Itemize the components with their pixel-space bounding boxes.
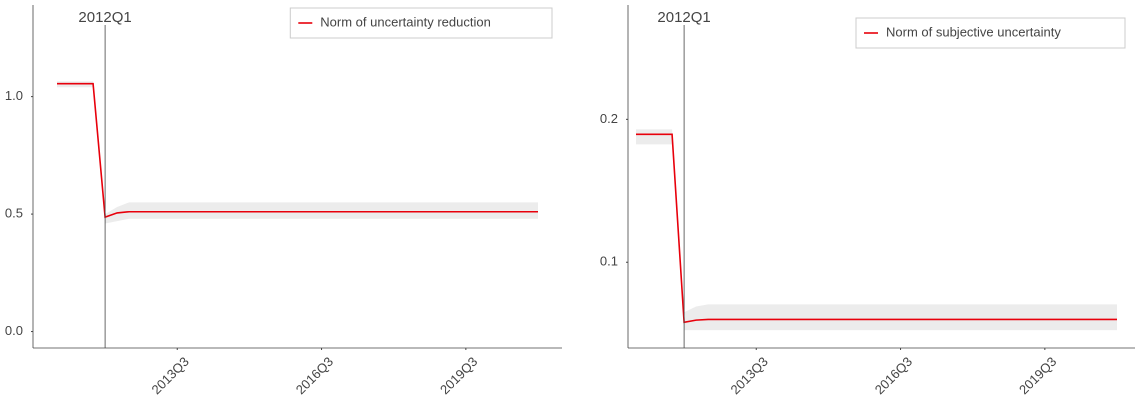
series-line <box>636 133 1117 324</box>
y-tick-label: 0.5 <box>5 206 23 221</box>
x-tick-label: 2016Q3 <box>872 354 915 397</box>
legend-box <box>855 17 1126 49</box>
y-tick-label: 1.0 <box>5 88 23 103</box>
chart-panel: 0.1 0.2 2013Q3 2016Q3 2019Q3 2012Q1 Norm of su… <box>600 5 1135 397</box>
legend-box <box>289 7 553 39</box>
y-tick-label: 0.0 <box>5 323 23 338</box>
legend: Norm of uncertainty reduction <box>289 7 553 39</box>
y-tick-label: 0.1 <box>600 254 618 269</box>
x-tick-label: 2016Q3 <box>293 354 336 397</box>
x-tick-label: 2013Q3 <box>727 354 770 397</box>
series-line <box>57 82 538 219</box>
legend-label: Norm of subjective uncertainty <box>886 24 1061 39</box>
event-label: 2012Q1 <box>657 9 710 26</box>
legend-label: Norm of uncertainty reduction <box>320 14 491 29</box>
confidence-band <box>57 81 538 224</box>
y-tick-label: 0.2 <box>600 111 618 126</box>
x-tick-label: 2013Q3 <box>148 354 191 397</box>
legend: Norm of subjective uncertainty <box>855 17 1126 49</box>
chart-panel: 0.0 0.5 1.0 2013Q3 2016Q3 2019Q3 2012Q1 Norm of… <box>5 5 562 397</box>
x-tick-label: 2019Q3 <box>1016 354 1059 397</box>
confidence-band <box>636 129 1117 331</box>
x-tick-label: 2019Q3 <box>437 354 480 397</box>
event-label: 2012Q1 <box>78 9 131 26</box>
